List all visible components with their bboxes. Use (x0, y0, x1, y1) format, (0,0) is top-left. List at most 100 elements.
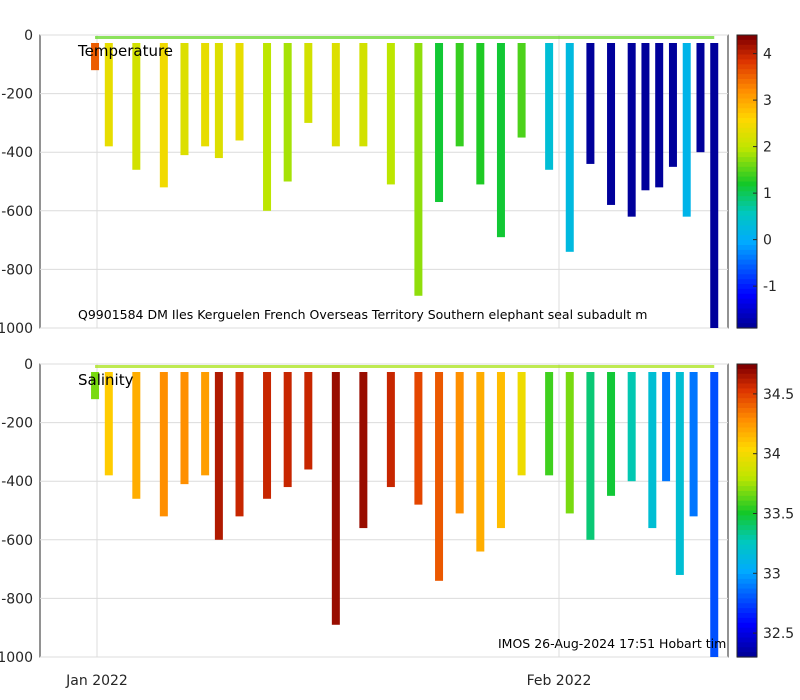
profile-bar (565, 372, 574, 514)
colorbar-segment (737, 323, 757, 329)
colorbar-segment (737, 388, 757, 394)
colorbar-segment (737, 398, 757, 404)
colorbar-frame (736, 34, 758, 329)
colorbar-segment (737, 298, 757, 305)
colorbar-segment (737, 549, 757, 556)
colorbar-segment (737, 373, 757, 380)
colorbar-segment (737, 495, 757, 502)
colorbar-segment (737, 83, 757, 90)
profile-bar (263, 372, 272, 499)
colorbar-segment (737, 461, 757, 468)
colorbar-segment (737, 49, 757, 56)
colorbar-segment (737, 118, 757, 124)
y-tick-label: -400 (1, 145, 33, 161)
colorbar-segment (737, 466, 757, 473)
profile-bar (545, 43, 554, 170)
colorbar-segment (737, 98, 757, 104)
colorbar-segment (737, 39, 757, 46)
profile-bar (283, 43, 292, 182)
colorbar-segment (737, 520, 757, 526)
colorbar-segment (737, 451, 757, 458)
profile-bar (586, 372, 595, 540)
colorbar-segment (737, 364, 757, 370)
colorbar-segment (737, 554, 757, 560)
colorbar-segment (737, 393, 757, 399)
profile-bar (675, 372, 684, 575)
y-tick-label: -200 (1, 87, 33, 103)
temperature-annotation: Q9901584 DM Iles Kerguelen French Overse… (78, 307, 647, 322)
profile-bar (455, 372, 464, 514)
colorbar-segment (737, 378, 757, 385)
colorbar-segment (737, 544, 757, 551)
colorbar-segment (737, 264, 757, 270)
temperature-axes (39, 34, 729, 329)
profile-bar (496, 43, 505, 238)
colorbar-segment (737, 383, 757, 390)
profile-bar (304, 43, 313, 123)
colorbar-segment (737, 35, 757, 41)
colorbar-tick-label: 4 (763, 47, 772, 63)
profile-bar (159, 372, 168, 517)
colorbar-segment (737, 583, 757, 590)
colorbar-segment (737, 113, 757, 119)
profile-bar (641, 43, 650, 191)
profile-bar (180, 372, 189, 485)
y-tick-label: -800 (1, 262, 33, 278)
profile-bar (607, 372, 616, 496)
colorbar-segment (737, 201, 757, 207)
colorbar-segment (737, 407, 757, 414)
profile-bar (180, 43, 189, 156)
colorbar-segment (737, 637, 757, 643)
colorbar-segment (737, 205, 757, 212)
profile-bar (627, 372, 636, 482)
profile-bar (235, 372, 244, 517)
colorbar-segment (737, 108, 757, 114)
colorbar-segment (737, 417, 757, 424)
colorbar-segment (737, 137, 757, 144)
colorbar-segment (737, 220, 757, 227)
colorbar-segment (737, 44, 757, 51)
colorbar-segment (737, 147, 757, 153)
colorbar-tick-label: 32.5 (763, 626, 794, 642)
colorbar-segment (737, 191, 757, 197)
colorbar-segment (737, 627, 757, 634)
colorbar-segment (737, 613, 757, 619)
profile-bar (331, 43, 340, 147)
profile-bar (283, 372, 292, 488)
colorbar-segment (737, 230, 757, 236)
colorbar-segment (737, 486, 757, 492)
colorbar-segment (737, 593, 757, 599)
profile-bar (214, 43, 223, 159)
colorbar-segment (737, 318, 757, 324)
x-tick-jan: Jan 2022 (65, 673, 128, 689)
colorbar-segment (737, 471, 757, 477)
y-tick-label: -1000 (0, 650, 33, 666)
colorbar-segment (737, 403, 757, 409)
colorbar-segment (737, 530, 757, 536)
colorbar-segment (737, 69, 757, 75)
colorbar-segment (737, 447, 757, 453)
colorbar-segment (737, 313, 757, 319)
colorbar-segment (737, 437, 757, 443)
profile-bar (696, 43, 705, 153)
profile-bar (201, 43, 210, 147)
profile-bar (648, 372, 657, 529)
profile-bar (627, 43, 636, 217)
temperature-label: Temperature (77, 42, 173, 60)
profile-bar (201, 372, 210, 476)
profile-bar (476, 372, 485, 552)
temperature-colorbar: 4 3 2 1 0 -1 (736, 34, 777, 329)
colorbar-segment (737, 249, 757, 256)
colorbar-segment (737, 534, 757, 541)
y-tick-label: -600 (1, 533, 33, 549)
colorbar-segment (737, 225, 757, 231)
profile-bar (214, 372, 223, 540)
colorbar-segment (737, 303, 757, 310)
colorbar-segment (737, 288, 757, 295)
colorbar-segment (737, 181, 757, 187)
colorbar-segment (737, 157, 757, 163)
profile-bar (710, 43, 719, 328)
colorbar-segment (737, 632, 757, 639)
colorbar-tick-label: 3 (763, 93, 772, 109)
